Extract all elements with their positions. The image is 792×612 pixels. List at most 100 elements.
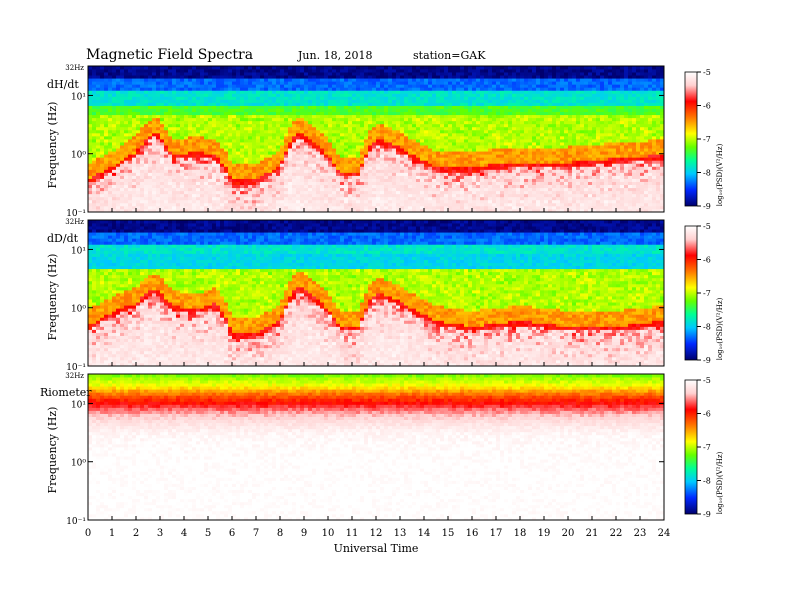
heatmap-cell: [180, 154, 185, 158]
heatmap-cell: [372, 135, 377, 140]
heatmap-cell: [444, 75, 449, 79]
heatmap-cell: [124, 81, 129, 85]
heatmap-cell: [400, 208, 405, 213]
heatmap-cell: [244, 151, 249, 155]
heatmap-cell: [408, 99, 413, 103]
heatmap-cell: [276, 175, 281, 179]
heatmap-cell: [368, 117, 373, 122]
heatmap-cell: [128, 202, 133, 207]
heatmap-cell: [400, 75, 405, 79]
heatmap-cell: [148, 208, 153, 213]
heatmap-cell: [460, 66, 465, 70]
heatmap-cell: [496, 148, 501, 152]
heatmap-cell: [88, 151, 93, 155]
heatmap-cell: [456, 190, 461, 195]
heatmap-cell: [424, 157, 429, 161]
heatmap-cell: [268, 123, 273, 128]
heatmap-cell: [256, 126, 261, 131]
heatmap-cell: [492, 84, 497, 88]
heatmap-cell: [132, 90, 137, 94]
heatmap-cell: [420, 163, 425, 167]
heatmap-cell: [112, 96, 117, 100]
heatmap-cell: [300, 99, 305, 103]
heatmap-cell: [216, 142, 221, 146]
heatmap-cell: [152, 135, 157, 140]
heatmap-cell: [216, 202, 221, 207]
heatmap-cell: [220, 202, 225, 207]
heatmap-cell: [472, 135, 477, 140]
heatmap-cell: [364, 154, 369, 158]
heatmap-cell: [264, 142, 269, 146]
heatmap-cell: [312, 187, 317, 192]
heatmap-cell: [364, 102, 369, 106]
heatmap-cell: [460, 81, 465, 85]
heatmap-cell: [156, 163, 161, 167]
heatmap-cell: [316, 81, 321, 85]
heatmap-cell: [340, 205, 345, 210]
heatmap-cell: [436, 81, 441, 85]
heatmap-cell: [164, 69, 169, 73]
heatmap-cell: [464, 205, 469, 210]
heatmap-cell: [424, 99, 429, 103]
heatmap-cell: [364, 108, 369, 113]
heatmap-cell: [484, 123, 489, 128]
heatmap-cell: [132, 166, 137, 170]
heatmap-cell: [436, 160, 441, 164]
heatmap-cell: [364, 175, 369, 179]
heatmap-cell: [448, 90, 453, 94]
heatmap-cell: [464, 135, 469, 140]
heatmap-cell: [300, 102, 305, 106]
heatmap-cell: [384, 90, 389, 94]
heatmap-cell: [304, 157, 309, 161]
heatmap-cell: [332, 105, 337, 109]
heatmap-cell: [408, 151, 413, 155]
heatmap-cell: [260, 178, 265, 182]
heatmap-cell: [128, 148, 133, 152]
heatmap-cell: [140, 90, 145, 94]
heatmap-cell: [372, 120, 377, 125]
heatmap-cell: [104, 93, 109, 97]
heatmap-cell: [200, 126, 205, 131]
heatmap-cell: [296, 172, 301, 176]
heatmap-cell: [172, 66, 177, 70]
heatmap-cell: [428, 111, 433, 116]
heatmap-cell: [404, 108, 409, 113]
heatmap-cell: [248, 102, 253, 106]
heatmap-cell: [316, 184, 321, 189]
heatmap-cell: [348, 160, 353, 164]
heatmap-cell: [116, 72, 121, 76]
heatmap-cell: [376, 148, 381, 152]
heatmap-cell: [116, 202, 121, 207]
heatmap-cell: [468, 202, 473, 207]
heatmap-cell: [464, 160, 469, 164]
heatmap-cell: [148, 66, 153, 70]
heatmap-cell: [120, 87, 125, 91]
heatmap-cell: [488, 190, 493, 195]
heatmap-cell: [484, 108, 489, 113]
heatmap-cell: [144, 151, 149, 155]
heatmap-cell: [172, 93, 177, 97]
heatmap-cell: [112, 108, 117, 113]
heatmap-cell: [244, 69, 249, 73]
heatmap-cell: [340, 193, 345, 198]
heatmap-cell: [340, 126, 345, 131]
heatmap-cell: [116, 126, 121, 131]
heatmap-cell: [156, 196, 161, 201]
heatmap-cell: [400, 139, 405, 143]
heatmap-cell: [456, 75, 461, 79]
heatmap-cell: [408, 66, 413, 70]
heatmap-cell: [344, 123, 349, 128]
heatmap-cell: [484, 166, 489, 170]
heatmap-cell: [136, 151, 141, 155]
heatmap-cell: [372, 75, 377, 79]
heatmap-cell: [468, 84, 473, 88]
heatmap-cell: [352, 151, 357, 155]
heatmap-cell: [140, 199, 145, 204]
heatmap-cell: [88, 81, 93, 85]
heatmap-cell: [88, 78, 93, 82]
heatmap-cell: [300, 157, 305, 161]
heatmap-cell: [376, 99, 381, 103]
heatmap-cell: [292, 129, 297, 134]
heatmap-cell: [244, 66, 249, 70]
heatmap-cell: [324, 190, 329, 195]
